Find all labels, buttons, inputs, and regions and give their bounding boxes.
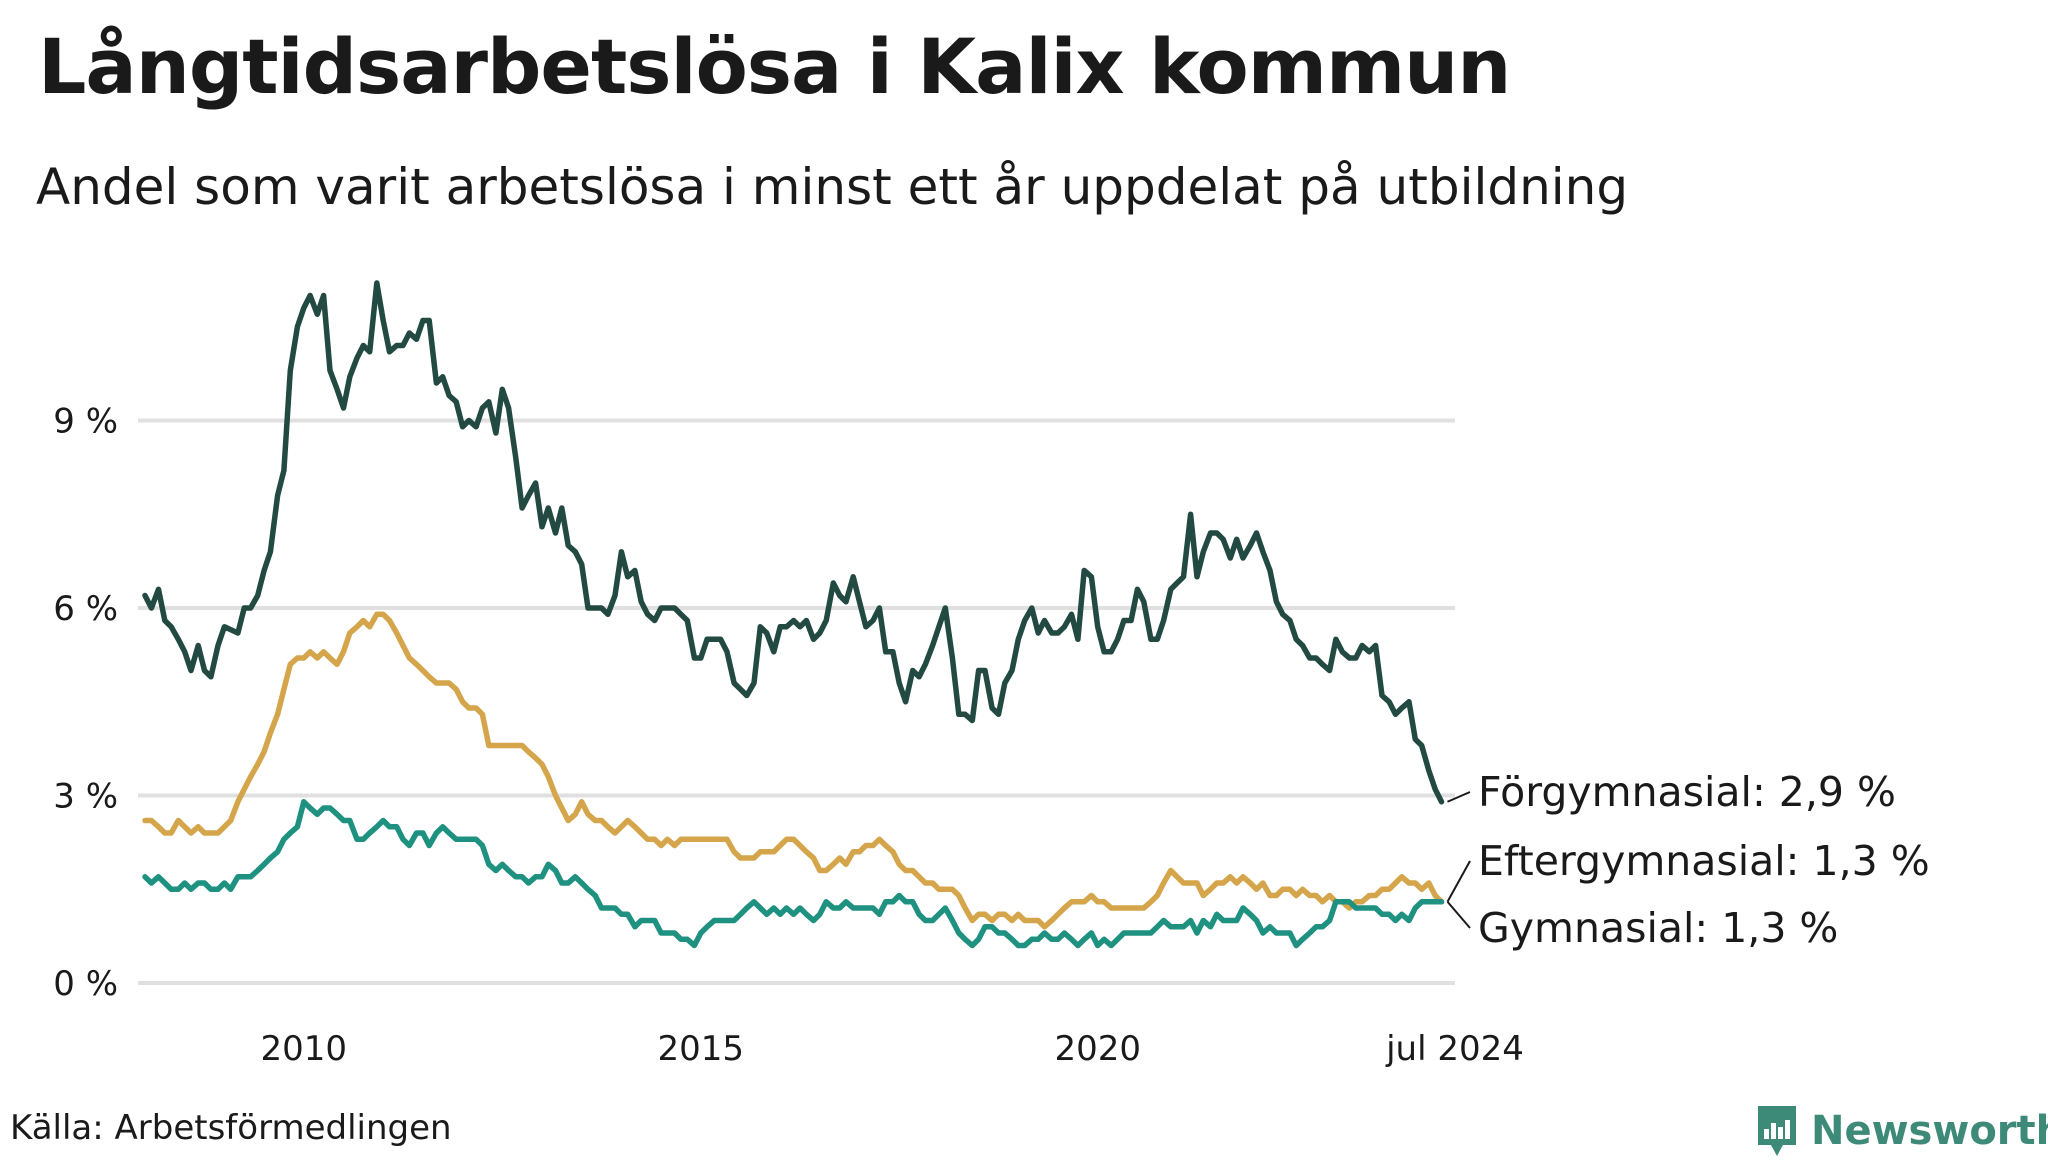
end-label-leader	[1447, 791, 1471, 803]
y-tick-label: 9 %	[53, 402, 118, 442]
end-label-förgymnasial: Förgymnasial: 2,9 %	[1478, 768, 1896, 816]
end-labels: Förgymnasial: 2,9 % Eftergymnasial: 1,3 %…	[1446, 768, 1930, 952]
x-tick-label: 2020	[1054, 1029, 1141, 1069]
series-layer	[142, 280, 1445, 949]
end-label-eftergymnasial: Eftergymnasial: 1,3 %	[1478, 837, 1930, 885]
brand-logo[interactable]: Newsworthy	[1755, 1102, 2048, 1160]
x-tick-label: jul 2024	[1385, 1029, 1524, 1069]
grid-layer	[138, 418, 1455, 985]
y-tick-label: 3 %	[53, 777, 118, 817]
y-axis: 0 % 3 % 6 % 9 %	[53, 402, 118, 1005]
x-tick-label: 2015	[657, 1029, 744, 1069]
x-tick-label: 2010	[261, 1029, 348, 1069]
chart-title: Långtidsarbetslösa i Kalix kommun	[38, 22, 1511, 111]
x-axis: 2010 2015 2020 jul 2024	[261, 1029, 1524, 1069]
y-tick-label: 6 %	[53, 589, 118, 629]
end-label-gymnasial: Gymnasial: 1,3 %	[1478, 904, 1838, 952]
series-line-förgymnasial	[142, 280, 1445, 805]
newsworthy-logo-icon	[1758, 1106, 1796, 1156]
series-line-gymnasial	[142, 799, 1445, 949]
end-label-leader	[1446, 901, 1471, 929]
brand-name: Newsworthy	[1811, 1108, 2048, 1154]
y-tick-label: 0 %	[53, 964, 118, 1004]
end-label-leader	[1446, 860, 1471, 903]
source-note: Källa: Arbetsförmedlingen	[10, 1108, 452, 1148]
series-line-eftergymnasial	[142, 611, 1445, 930]
chart-subtitle: Andel som varit arbetslösa i minst ett å…	[36, 158, 1629, 216]
